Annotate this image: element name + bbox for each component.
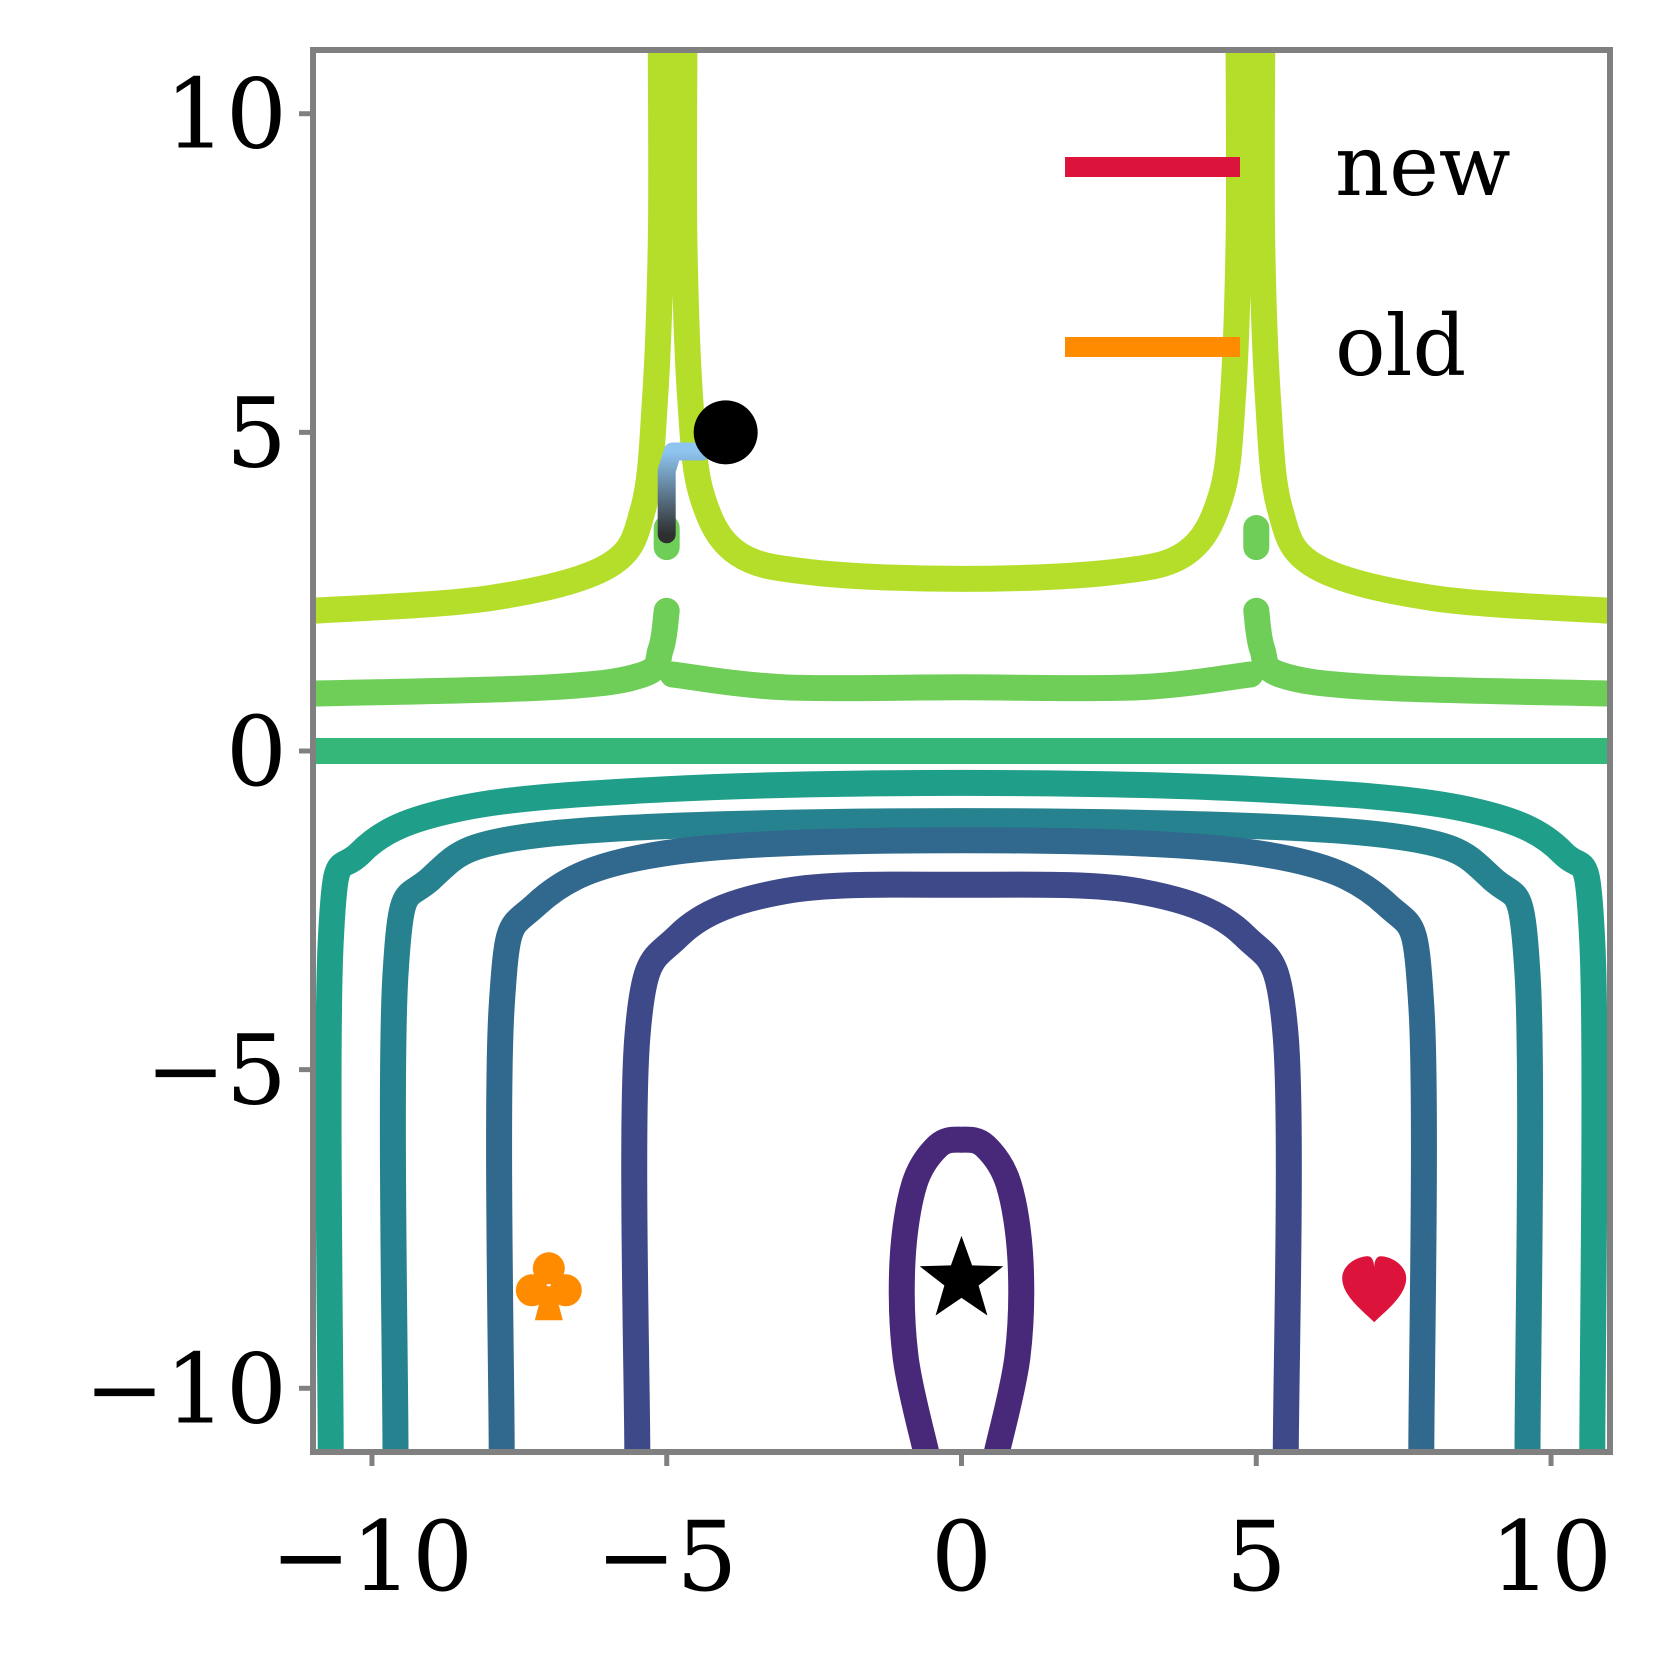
x-tick-label: 10: [1490, 1501, 1612, 1613]
trajectory-path: [657, 442, 712, 544]
contour-level-1-segment-2: [1248, 50, 1610, 624]
trajectory-line: [657, 442, 712, 544]
markers: [515, 400, 1407, 1323]
x-tick-label: −10: [271, 1501, 474, 1613]
contour-level-8-segment-0: [888, 1126, 1035, 1452]
x-tick-label: 5: [1226, 1501, 1287, 1613]
contour-level-4-segment-0: [315, 769, 1608, 1452]
y-axis: −10 −5 0 5 10: [84, 59, 313, 1445]
x-tick-label: 0: [931, 1501, 992, 1613]
contour-lines: [313, 50, 1610, 1452]
optimum-star-marker: [919, 1235, 1004, 1316]
legend-label-new: new: [1335, 117, 1511, 215]
x-tick-label: −5: [596, 1501, 738, 1613]
contour-level-2-segment-0: [313, 597, 680, 707]
contour-level-6-segment-0: [486, 827, 1437, 1452]
y-tick-label: 10: [165, 59, 287, 171]
contour-level-1-segment-0: [313, 50, 675, 624]
legend-label-old: old: [1335, 297, 1466, 395]
contour-level-5-segment-0: [379, 808, 1544, 1452]
contour-level-2-segment-1: [659, 661, 1264, 702]
start-point-marker: [693, 400, 758, 465]
new-heart-marker: [1342, 1256, 1407, 1323]
y-tick-label: −10: [84, 1333, 287, 1445]
contour-level-1-segment-1: [670, 50, 1253, 592]
y-tick-label: −5: [145, 1015, 287, 1127]
x-axis: −10 −5 0 5 10: [271, 1452, 1612, 1613]
legend: new old: [1065, 117, 1511, 395]
contour-level-7-segment-0: [621, 871, 1302, 1452]
contour-level-2-segment-2: [1243, 597, 1610, 707]
y-tick-label: 5: [226, 377, 287, 489]
y-tick-label: 0: [226, 696, 287, 808]
old-club-marker: [515, 1252, 582, 1321]
